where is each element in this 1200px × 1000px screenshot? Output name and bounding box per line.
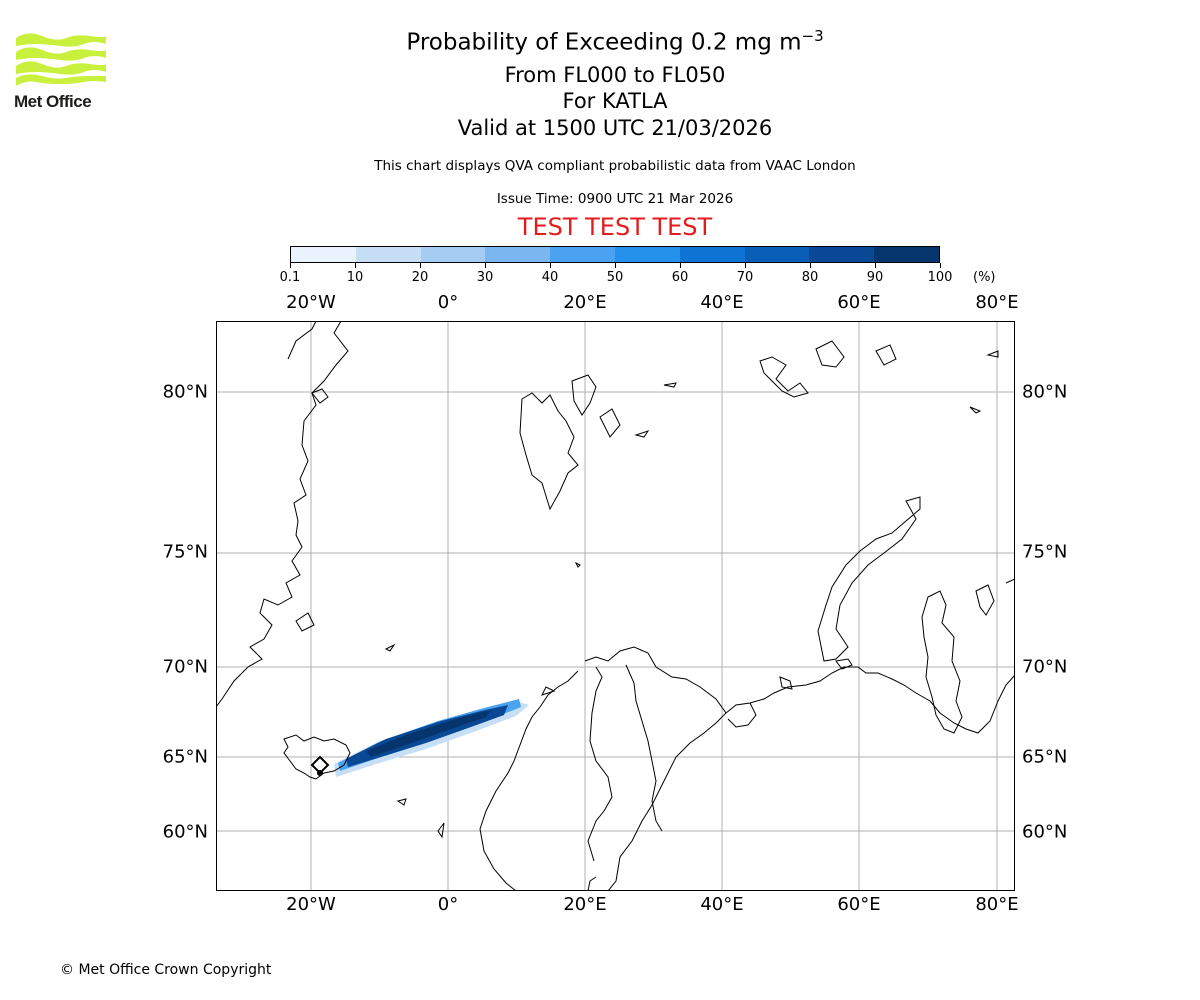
lat-label-right-70n: 70°N — [1022, 656, 1068, 678]
colorbar-segment — [874, 247, 939, 262]
colorbar-tick-label: 70 — [736, 270, 754, 285]
colorbar-tick — [744, 263, 746, 268]
colorbar-segment — [420, 247, 486, 262]
colorbar-tick — [939, 263, 941, 268]
lon-label-bottom-40e: 40°E — [700, 894, 744, 915]
lat-label-right-80n: 80°N — [1022, 381, 1068, 403]
lon-label-top-80e: 80°E — [975, 292, 1019, 313]
katla-volcano-marker[interactable] — [310, 755, 330, 776]
colorbar-tick — [484, 263, 486, 268]
colorbar-tick — [874, 263, 876, 268]
volcano-name: For KATLA — [562, 89, 668, 113]
colorbar-segment — [485, 247, 551, 262]
colorbar-tick-label: 90 — [866, 270, 884, 285]
lon-label-top-20w: 20°W — [286, 292, 336, 313]
graticule — [216, 321, 1015, 891]
lat-label-right-65n: 65°N — [1022, 746, 1068, 768]
lat-label-left-80n: 80°N — [162, 381, 208, 403]
colorbar-tick-label: 10 — [346, 270, 364, 285]
map-frame — [216, 321, 1015, 891]
colorbar-segment — [614, 247, 680, 262]
logo-text: Met Office — [14, 92, 92, 111]
chart-title: Probability of Exceeding 0.2 mg m−3 — [315, 27, 915, 56]
title-exponent: −3 — [801, 27, 824, 45]
colorbar-segment — [744, 247, 810, 262]
lat-label-left-65n: 65°N — [162, 746, 208, 768]
colorbar-segment — [355, 247, 421, 262]
lon-label-top-40e: 40°E — [700, 292, 744, 313]
lon-label-top-60e: 60°E — [837, 292, 881, 313]
colorbar-tick-label: 40 — [541, 270, 559, 285]
colorbar-tick — [679, 263, 681, 268]
valid-time: Valid at 1500 UTC 21/03/2026 — [457, 116, 773, 140]
lon-label-bottom-80e: 80°E — [975, 894, 1019, 915]
colorbar-tick-label: 0.1 — [279, 270, 301, 285]
lon-label-bottom-20e: 20°E — [563, 894, 607, 915]
coastlines — [216, 321, 1015, 891]
lat-label-left-75n: 75°N — [162, 541, 208, 563]
disclaimer-text: This chart displays QVA compliant probab… — [374, 158, 856, 174]
met-office-logo: Met Office — [14, 30, 108, 112]
copyright-notice: © Met Office Crown Copyright — [60, 962, 272, 978]
colorbar-tick-label: 20 — [411, 270, 429, 285]
lon-label-top-0: 0° — [437, 292, 459, 313]
title-text: Probability of Exceeding 0.2 mg m — [406, 29, 802, 56]
flight-level-range: From FL000 to FL050 — [504, 63, 726, 87]
lat-label-right-60n: 60°N — [1022, 821, 1068, 843]
colorbar-tick — [419, 263, 421, 268]
colorbar-tick-label: 30 — [476, 270, 494, 285]
probability-colorbar — [290, 246, 940, 263]
colorbar-tick-label: 50 — [606, 270, 624, 285]
lat-label-left-70n: 70°N — [162, 656, 208, 678]
colorbar-segment — [550, 247, 615, 262]
colorbar-tick-label: 60 — [671, 270, 689, 285]
colorbar-unit: (%) — [973, 270, 996, 285]
colorbar-tick — [354, 263, 356, 268]
test-banner: TEST TEST TEST — [517, 213, 713, 241]
colorbar-segment — [679, 247, 745, 262]
lat-label-left-60n: 60°N — [162, 821, 208, 843]
colorbar-segment — [809, 247, 875, 262]
colorbar-tick-label: 80 — [801, 270, 819, 285]
colorbar-tick — [614, 263, 616, 268]
colorbar-tick — [809, 263, 811, 268]
lon-label-bottom-0: 0° — [437, 894, 459, 915]
lon-label-bottom-20w: 20°W — [286, 894, 336, 915]
colorbar-tick — [549, 263, 551, 268]
map-canvas[interactable] — [216, 321, 1015, 891]
lat-label-right-75n: 75°N — [1022, 541, 1068, 563]
issue-time: Issue Time: 0900 UTC 21 Mar 2026 — [496, 191, 734, 207]
lon-label-bottom-60e: 60°E — [837, 894, 881, 915]
ash-probability-plume — [334, 699, 529, 777]
colorbar-tick-label: 100 — [927, 270, 953, 285]
colorbar-tick — [289, 263, 291, 268]
colorbar-segment — [291, 247, 356, 262]
met-office-waves-icon — [16, 33, 106, 86]
lon-label-top-20e: 20°E — [563, 292, 607, 313]
